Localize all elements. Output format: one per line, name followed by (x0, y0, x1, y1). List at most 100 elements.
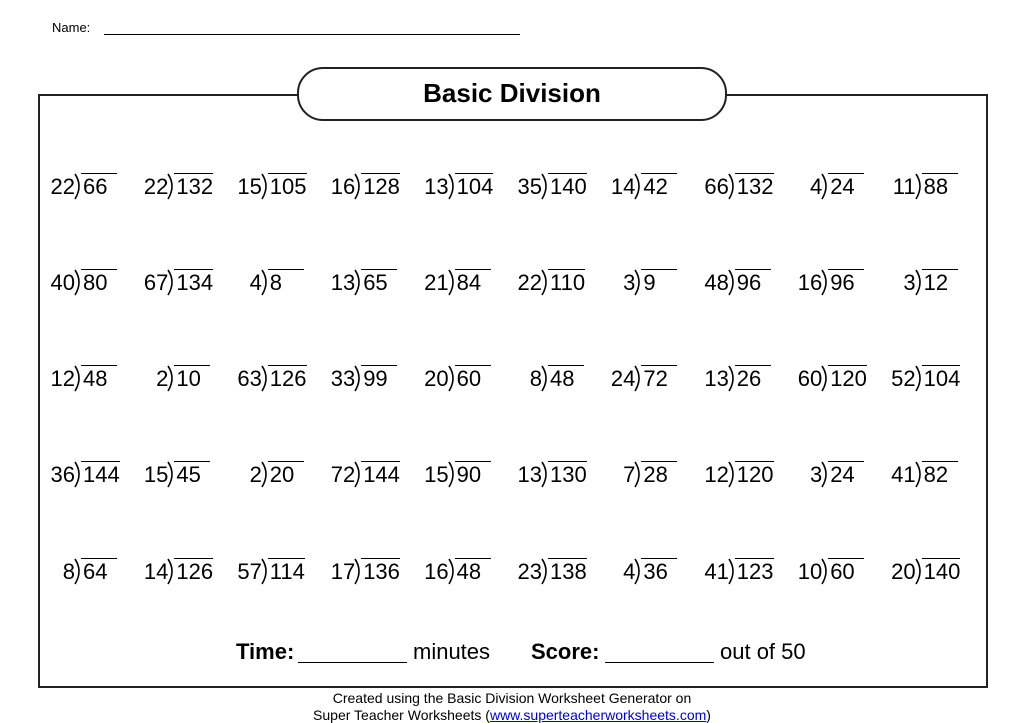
dividend: 134 (174, 269, 214, 295)
bracket-curve (541, 173, 547, 200)
dividend: 24 (828, 173, 865, 200)
dividend: 60 (828, 558, 865, 585)
division-bracket (634, 365, 641, 392)
dividend: 144 (361, 461, 400, 487)
division-bracket (167, 558, 174, 585)
divisor: 41 (891, 462, 916, 487)
dividend: 26 (734, 365, 771, 392)
bracket-curve (261, 558, 267, 585)
divisor: 41 (704, 559, 729, 584)
dividend: 114 (267, 558, 305, 584)
name-label: Name: (52, 20, 91, 35)
division-bracket (261, 173, 267, 200)
division-bracket (914, 173, 921, 200)
divisor: 57 (237, 559, 262, 584)
bracket-curve (354, 461, 360, 488)
division-bracket (261, 365, 267, 392)
dividend: 128 (361, 173, 400, 199)
dividend: 65 (361, 269, 398, 296)
bracket-curve (634, 558, 641, 585)
bracket-curve (914, 558, 921, 585)
divisor: 48 (704, 270, 729, 295)
divisor: 13 (704, 366, 729, 391)
division-bracket (541, 461, 547, 488)
dividend: 80 (81, 269, 117, 296)
division-bracket (728, 365, 734, 392)
bracket-curve (821, 269, 827, 296)
division-bracket (74, 365, 80, 392)
division-bracket (447, 269, 454, 296)
division-bracket (634, 558, 641, 585)
divisor: 8 (529, 366, 542, 391)
dividend: 123 (734, 558, 774, 584)
division-bracket (914, 365, 921, 392)
dividend: 126 (267, 365, 307, 391)
bracket-curve (447, 461, 454, 488)
divisor: 72 (330, 462, 356, 487)
division-bracket (821, 365, 827, 392)
divisor: 10 (797, 559, 823, 584)
divisor: 16 (330, 174, 356, 199)
division-bracket (354, 173, 360, 200)
divisor: 7 (623, 462, 636, 487)
divisor: 16 (424, 559, 449, 584)
bracket-curve (728, 461, 734, 488)
divisor: 52 (891, 366, 916, 391)
bracket-curve (74, 558, 80, 585)
bracket-curve (634, 269, 641, 296)
divisor: 3 (809, 462, 823, 487)
bracket-curve (74, 269, 80, 296)
bracket-curve (541, 365, 547, 392)
divisor: 20 (891, 559, 916, 584)
divisor: 22 (143, 174, 169, 199)
division-bracket (541, 365, 547, 392)
dividend: 8 (267, 269, 304, 296)
bracket-curve (728, 365, 734, 392)
division-bracket (167, 173, 174, 200)
divisor: 2 (249, 462, 262, 487)
footer-line: Created using the Basic Division Workshe… (332, 690, 692, 706)
dividend: 48 (81, 365, 117, 392)
dividend: 132 (174, 173, 214, 199)
dividend: 64 (81, 558, 117, 585)
footer-link[interactable]: www.superteacherworksheets.com (489, 707, 707, 723)
dividend: 104 (454, 173, 494, 199)
division-bracket (914, 461, 921, 488)
division-bracket (447, 173, 454, 200)
divisor: 33 (330, 366, 356, 391)
divisor: 12 (50, 366, 75, 391)
divisor: 21 (424, 270, 449, 295)
score-label: Score: (531, 639, 600, 664)
bracket-curve (541, 461, 547, 488)
dividend: 138 (548, 558, 587, 584)
bracket-curve (821, 558, 827, 585)
divisor: 22 (50, 174, 75, 199)
footer-line: Super Teacher Worksheets (www.superteach… (0, 707, 1024, 723)
division-bracket (167, 461, 174, 488)
bracket-curve (74, 173, 80, 200)
dividend: 96 (734, 269, 771, 296)
dividend: 120 (828, 365, 867, 391)
dividend: 130 (548, 461, 587, 487)
bracket-curve (261, 269, 267, 296)
divisor: 4 (809, 174, 823, 199)
dividend: 105 (267, 173, 307, 199)
division-bracket (914, 558, 921, 585)
divisor: 11 (892, 174, 916, 199)
divisor: 8 (62, 559, 75, 584)
division-bracket (167, 365, 174, 392)
divisor: 12 (704, 462, 729, 487)
division-bracket (728, 461, 734, 488)
dividend: 104 (921, 365, 961, 391)
name-line (104, 34, 520, 35)
dividend: 136 (361, 558, 400, 584)
bracket-curve (354, 269, 360, 296)
division-bracket (447, 461, 454, 488)
division-bracket (541, 269, 547, 296)
division-bracket (74, 173, 80, 200)
division-bracket (821, 269, 827, 296)
dividend: 99 (361, 365, 398, 392)
division-bracket (634, 461, 641, 488)
divisor: 15 (237, 174, 262, 199)
dividend: 45 (174, 461, 211, 488)
